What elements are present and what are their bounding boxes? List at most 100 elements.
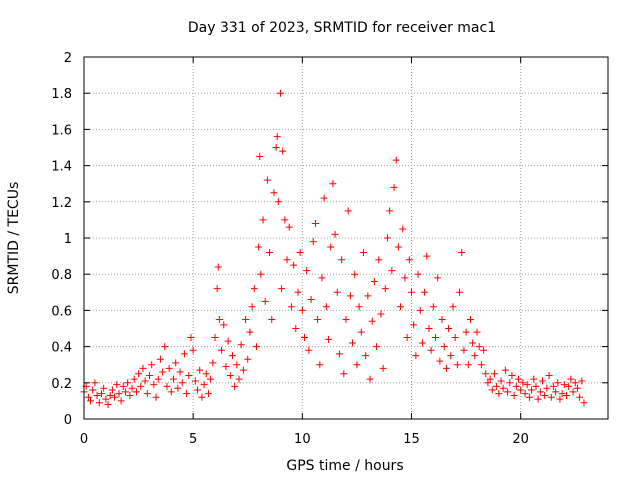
data-point xyxy=(220,321,228,329)
data-point xyxy=(102,395,110,403)
data-point xyxy=(497,377,505,385)
data-point xyxy=(255,243,263,251)
data-point xyxy=(152,393,160,401)
data-point xyxy=(482,370,490,378)
data-point xyxy=(432,334,440,342)
data-point xyxy=(325,335,333,343)
y-axis-label: SRMTID / TECUs xyxy=(6,182,22,295)
data-point xyxy=(281,216,289,224)
data-point xyxy=(273,133,281,141)
data-point xyxy=(100,384,108,392)
data-point xyxy=(170,375,178,383)
data-point xyxy=(554,379,562,387)
data-point xyxy=(383,234,391,242)
data-point xyxy=(222,363,230,371)
data-point xyxy=(183,390,191,398)
data-point xyxy=(545,372,553,380)
data-point xyxy=(456,288,464,296)
data-point xyxy=(256,153,264,161)
data-point xyxy=(121,388,129,396)
data-point xyxy=(449,303,457,311)
data-point xyxy=(167,388,175,396)
data-point xyxy=(277,89,284,97)
data-point xyxy=(534,395,542,403)
data-point xyxy=(287,303,295,311)
y-tick-label: 2 xyxy=(64,51,72,66)
data-point xyxy=(111,393,119,401)
y-axis-ticks: 0 0.2 0.4 0.6 0.8 1 1.2 1.4 1.6 1.8 2 xyxy=(51,51,608,428)
chart-title: Day 331 of 2023, SRMTID for receiver mac… xyxy=(188,20,496,36)
data-point xyxy=(525,393,533,401)
data-point xyxy=(541,391,549,399)
data-point xyxy=(252,343,260,351)
data-point xyxy=(132,388,140,396)
data-point xyxy=(303,267,311,275)
data-point xyxy=(394,243,402,251)
data-point xyxy=(423,252,431,260)
data-point xyxy=(379,364,387,372)
data-point xyxy=(403,334,411,342)
data-point xyxy=(266,248,274,256)
data-point xyxy=(329,180,337,188)
data-point xyxy=(185,372,193,380)
y-tick-label: 0.8 xyxy=(51,268,72,283)
data-point xyxy=(165,364,173,372)
data-point xyxy=(340,370,348,378)
data-point xyxy=(571,379,579,387)
data-point xyxy=(453,361,461,369)
data-point xyxy=(373,343,381,351)
data-point xyxy=(163,382,171,390)
data-point xyxy=(460,346,468,354)
y-tick-label: 1.4 xyxy=(51,160,72,175)
data-point xyxy=(381,285,389,293)
data-point xyxy=(115,390,123,398)
data-point xyxy=(150,381,158,389)
data-point xyxy=(484,379,492,387)
data-point xyxy=(224,337,232,345)
data-point xyxy=(180,350,188,358)
data-point xyxy=(438,315,446,323)
data-point xyxy=(580,399,588,407)
data-point xyxy=(290,261,298,269)
data-point xyxy=(469,339,477,347)
data-point xyxy=(270,189,278,197)
data-point xyxy=(239,366,247,374)
data-point xyxy=(242,315,250,323)
data-point xyxy=(228,352,236,360)
data-point xyxy=(331,230,339,238)
data-point xyxy=(119,382,127,390)
data-point xyxy=(233,361,241,369)
data-point xyxy=(87,397,95,405)
data-point xyxy=(333,288,341,296)
data-point xyxy=(292,325,300,332)
data-point xyxy=(506,379,514,387)
data-point xyxy=(156,355,164,363)
data-point xyxy=(235,375,243,383)
data-point xyxy=(412,352,420,360)
data-point xyxy=(504,388,512,396)
data-point xyxy=(215,315,223,323)
data-point xyxy=(204,390,212,398)
y-tick-label: 0.6 xyxy=(51,304,72,319)
data-point xyxy=(436,357,444,365)
data-point xyxy=(530,375,538,383)
data-point xyxy=(335,350,343,358)
data-point xyxy=(547,393,555,401)
x-tick-label: 10 xyxy=(294,432,311,447)
data-point xyxy=(408,288,415,296)
data-point xyxy=(283,256,291,264)
data-point xyxy=(318,274,326,282)
data-point xyxy=(401,274,409,282)
data-point xyxy=(573,384,581,392)
data-point xyxy=(104,401,112,409)
data-point xyxy=(464,361,472,369)
data-point xyxy=(434,274,442,282)
data-point xyxy=(351,270,359,278)
data-point xyxy=(327,243,335,251)
data-point xyxy=(187,334,195,342)
data-point xyxy=(305,346,313,354)
data-point xyxy=(178,379,186,387)
data-point xyxy=(370,277,378,285)
data-point xyxy=(189,346,197,354)
data-point xyxy=(172,359,180,367)
